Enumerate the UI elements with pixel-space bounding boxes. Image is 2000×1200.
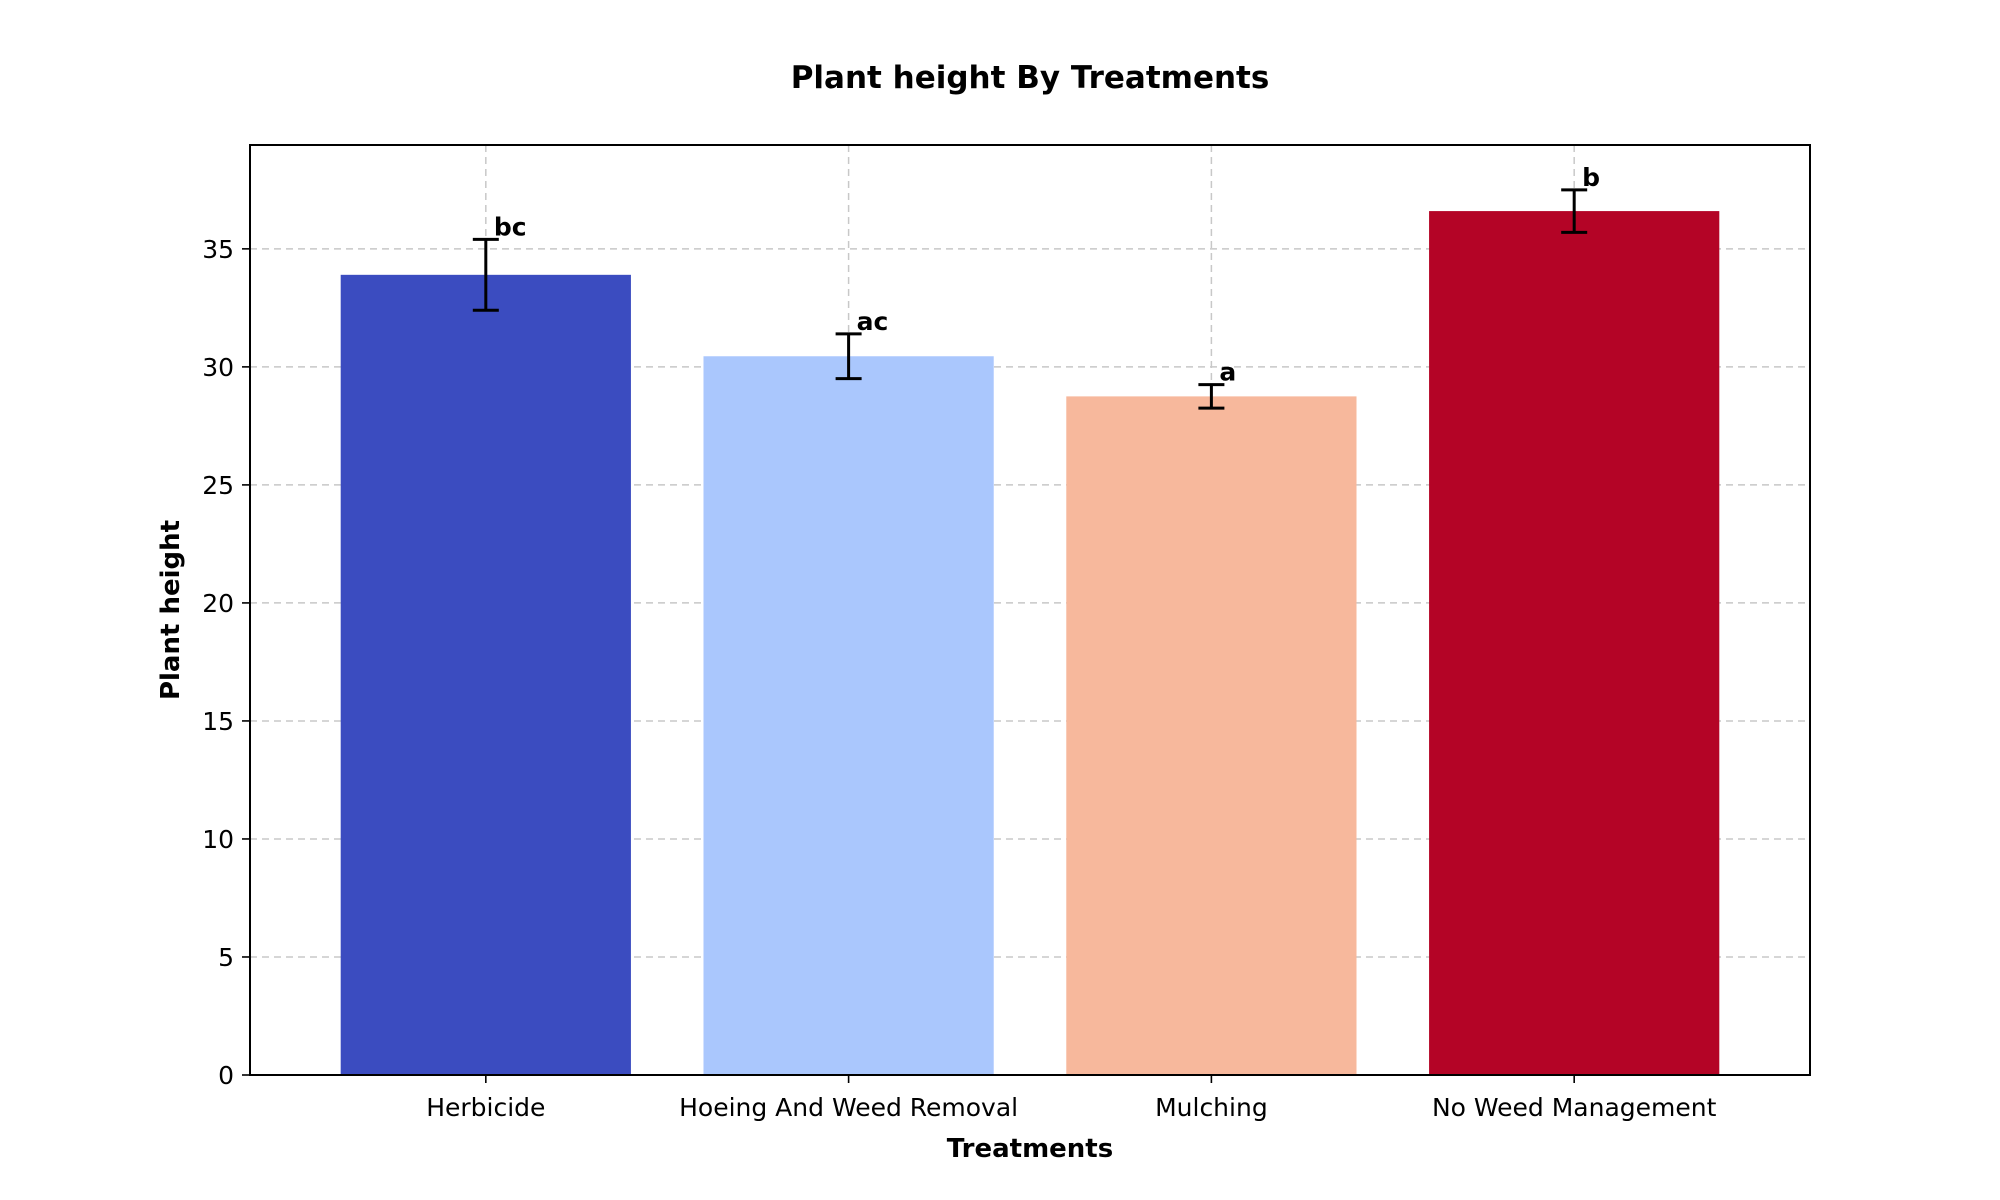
x-tick-label: No Weed Management [1432,1093,1717,1122]
y-tick-label: 0 [218,1061,234,1090]
y-tick-label: 20 [202,589,234,618]
significance-letter: bc [494,212,527,241]
error-bars-layer [472,188,1588,410]
significance-letter: a [1219,358,1236,387]
y-tick-label: 30 [202,353,234,382]
ticks-layer: 0 5 10 15 20 25 30 35 Herbicide Hoeing And Weed R… [202,235,1716,1122]
y-tick-label: 15 [202,707,234,736]
bars-layer [340,211,1720,1075]
x-tick-label: Hoeing And Weed Removal [679,1093,1018,1122]
significance-letter: b [1582,163,1600,192]
y-tick-label: 10 [202,825,234,854]
y-tick-label: 5 [218,943,234,972]
x-axis-label: Treatments [947,1134,1113,1164]
x-tick-label: Mulching [1155,1093,1268,1122]
x-tick-label: Herbicide [426,1093,545,1122]
y-tick-label: 35 [202,235,234,264]
chart-title: Plant height By Treatments [791,60,1270,96]
bar [703,356,994,1075]
y-axis-label: Plant height [156,520,186,700]
bar [1066,396,1357,1075]
y-tick-label: 25 [202,471,234,500]
significance-letter: ac [857,307,889,336]
bar [1429,211,1720,1075]
plot-frame [249,144,1811,1076]
significance-letters-layer: bc ac a b [494,163,1600,387]
bar [340,274,631,1075]
